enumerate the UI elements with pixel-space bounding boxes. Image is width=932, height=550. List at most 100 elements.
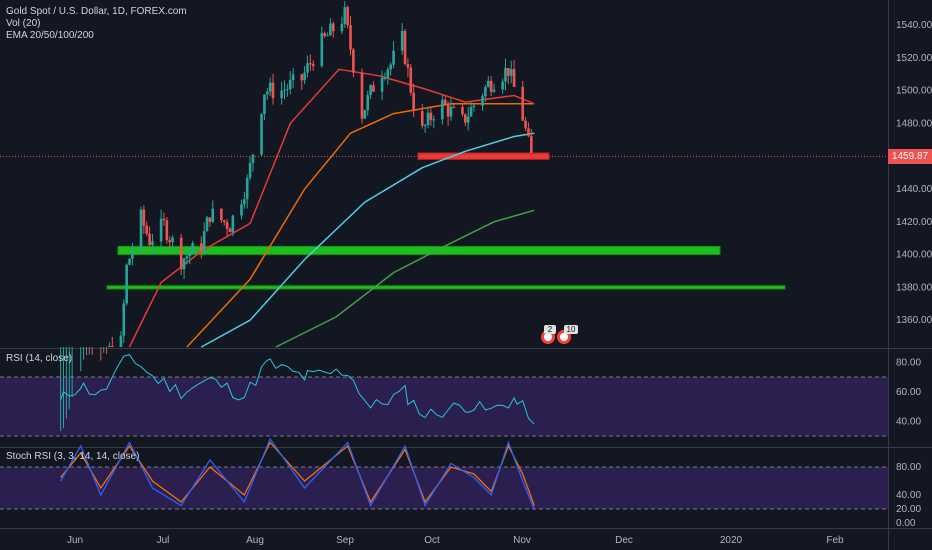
rsi-axis[interactable]: 80.00 60.00 40.00	[896, 357, 921, 427]
candle-body[interactable]	[383, 77, 387, 79]
candle-body[interactable]	[188, 253, 192, 257]
candle-body[interactable]	[326, 35, 329, 37]
stoch-d-line[interactable]	[60, 441, 535, 506]
candle-body[interactable]	[380, 77, 384, 92]
candle-body[interactable]	[486, 80, 490, 87]
candle-body[interactable]	[248, 162, 252, 178]
candle-body[interactable]	[501, 81, 504, 90]
candle-body[interactable]	[286, 88, 289, 90]
candle-body[interactable]	[346, 7, 349, 26]
candle-body[interactable]	[320, 33, 324, 67]
candle-body[interactable]	[329, 23, 332, 36]
candle-body[interactable]	[449, 106, 453, 117]
candle-body[interactable]	[372, 85, 375, 92]
candle-body[interactable]	[131, 249, 134, 259]
candle-body[interactable]	[179, 237, 183, 270]
candle-body[interactable]	[369, 85, 372, 96]
candle-body[interactable]	[291, 74, 295, 81]
candle-body[interactable]	[202, 231, 206, 252]
candle-body[interactable]	[303, 72, 306, 81]
candle-body[interactable]	[441, 99, 444, 120]
candle-body[interactable]	[323, 33, 326, 36]
candle-body[interactable]	[265, 91, 269, 95]
candle-body[interactable]	[220, 208, 223, 221]
candle-body[interactable]	[225, 222, 229, 229]
candle-body[interactable]	[366, 95, 370, 111]
candle-body[interactable]	[251, 154, 255, 163]
candle-body[interactable]	[386, 69, 390, 78]
candle-body[interactable]	[145, 225, 149, 234]
candle-body[interactable]	[280, 90, 283, 99]
candle-body[interactable]	[231, 215, 235, 233]
stoch-rsi-legend[interactable]: Stoch RSI (3, 3, 14, 14, close)	[6, 451, 140, 462]
candle-body[interactable]	[429, 112, 433, 121]
rsi-legend[interactable]: RSI (14, close)	[6, 353, 73, 364]
candle-body[interactable]	[211, 208, 215, 222]
candle-body[interactable]	[306, 63, 309, 73]
candle-body[interactable]	[406, 64, 410, 68]
candle-body[interactable]	[489, 80, 493, 92]
candle-body[interactable]	[119, 335, 123, 347]
candle-body[interactable]	[392, 50, 395, 65]
candle-body[interactable]	[142, 209, 146, 226]
candle-body[interactable]	[426, 112, 430, 125]
ema-legend[interactable]: EMA 20/50/100/200	[6, 30, 94, 41]
candle-body[interactable]	[389, 64, 392, 70]
candle-body[interactable]	[245, 177, 249, 200]
main-pane[interactable]	[0, 0, 888, 348]
candles-group[interactable]	[60, 1, 533, 431]
candle-body[interactable]	[111, 345, 114, 347]
candle-body[interactable]	[311, 63, 315, 67]
candle-body[interactable]	[125, 264, 128, 304]
time-axis[interactable]: Jun Jul Aug Sep Oct Nov Dec 2020 Feb	[67, 535, 844, 546]
candle-body[interactable]	[148, 233, 151, 246]
candle-body[interactable]	[432, 119, 436, 121]
candle-body[interactable]	[484, 86, 487, 97]
candle-body[interactable]	[283, 89, 286, 91]
price-axis[interactable]: 1540.00 1520.00 1500.00 1480.00 1440.00 1420.…	[896, 20, 932, 326]
candle-body[interactable]	[423, 124, 427, 126]
candle-body[interactable]	[521, 86, 525, 121]
candle-body[interactable]	[509, 69, 513, 76]
candle-body[interactable]	[182, 258, 186, 270]
candle-body[interactable]	[403, 30, 407, 65]
candle-body[interactable]	[309, 63, 312, 65]
candle-body[interactable]	[512, 69, 516, 87]
candle-body[interactable]	[139, 209, 143, 250]
stoch-axis[interactable]: 80.00 40.00 20.00 0.00	[896, 462, 921, 529]
candle-body[interactable]	[412, 92, 415, 111]
candle-body[interactable]	[527, 128, 530, 136]
candle-body[interactable]	[191, 243, 194, 254]
candle-body[interactable]	[363, 110, 367, 119]
candle-body[interactable]	[461, 107, 464, 115]
candle-body[interactable]	[122, 303, 126, 336]
candle-body[interactable]	[530, 135, 533, 153]
candle-body[interactable]	[162, 218, 166, 221]
candle-body[interactable]	[300, 74, 304, 81]
candle-body[interactable]	[165, 220, 169, 241]
volume-legend[interactable]: Vol (20)	[6, 18, 41, 29]
candle-body[interactable]	[205, 217, 209, 232]
event-badges[interactable]: 2 10	[541, 325, 578, 344]
candle-body[interactable]	[446, 104, 450, 117]
candle-body[interactable]	[240, 204, 243, 216]
candle-body[interactable]	[159, 218, 163, 242]
candle-body[interactable]	[507, 68, 510, 76]
candle-body[interactable]	[185, 256, 189, 259]
ema50-line[interactable]	[186, 102, 535, 348]
symbol-title[interactable]: Gold Spot / U.S. Dollar, 1D, FOREX.com	[6, 6, 187, 17]
candle-body[interactable]	[443, 99, 447, 105]
candle-body[interactable]	[343, 7, 347, 24]
candle-body[interactable]	[400, 30, 404, 51]
candle-body[interactable]	[171, 237, 174, 243]
candle-body[interactable]	[504, 68, 507, 82]
candle-body[interactable]	[420, 110, 424, 126]
ema200-line[interactable]	[275, 209, 535, 348]
candle-body[interactable]	[481, 96, 484, 106]
candle-body[interactable]	[199, 243, 203, 252]
candle-body[interactable]	[228, 228, 232, 233]
candle-body[interactable]	[492, 89, 496, 92]
candle-body[interactable]	[271, 82, 275, 99]
candle-body[interactable]	[409, 67, 413, 93]
